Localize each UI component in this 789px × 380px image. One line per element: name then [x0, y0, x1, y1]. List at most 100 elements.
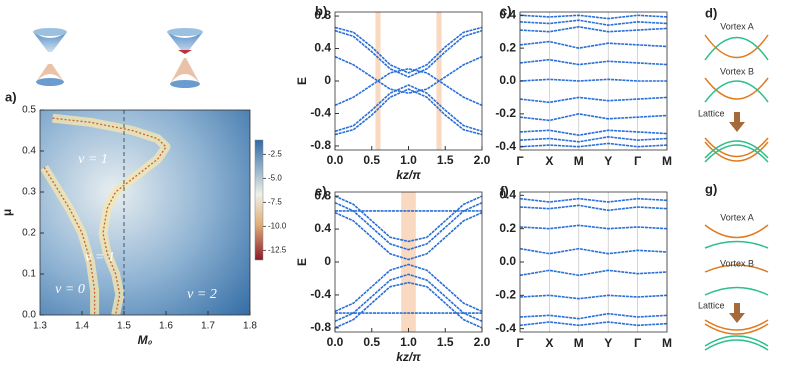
y-tick-label: 0.0	[499, 73, 516, 87]
panel-label: c)	[500, 3, 512, 18]
x-tick-label: 2.0	[474, 153, 491, 167]
y-tick-label: 0	[324, 254, 331, 268]
x-tick-label: X	[545, 154, 553, 168]
band	[334, 211, 483, 261]
y-axis-label: E	[295, 77, 309, 85]
x-tick-label: Y	[604, 154, 612, 168]
band	[519, 204, 668, 212]
x-tick-label: Y	[604, 336, 612, 350]
x-tick-label: Γ	[516, 154, 524, 168]
y-tick-label: -0.4	[495, 321, 516, 335]
band	[519, 247, 668, 255]
phase-label: ν = 2	[187, 287, 217, 302]
y-tick-label: 0.1	[22, 269, 36, 280]
x-tick-label: 1.0	[400, 335, 417, 349]
panel-label: e)	[315, 183, 327, 198]
y-tick-label: 0.0	[499, 254, 516, 268]
diagram-label: Vortex A	[720, 212, 754, 222]
panel-label: g)	[705, 181, 717, 196]
band	[519, 25, 668, 33]
x-axis-label: kz/π	[396, 168, 421, 182]
plot-frame	[519, 191, 668, 333]
diagram-label: Vortex A	[720, 21, 754, 31]
y-tick-label: 0	[324, 73, 331, 87]
x-tick-label: Γ	[634, 336, 642, 350]
band	[334, 55, 483, 94]
y-tick-label: -0.4	[495, 139, 516, 153]
colorbar	[254, 139, 264, 261]
y-tick-label: 0.4	[314, 41, 331, 55]
y-tick-label: 0.4	[499, 7, 516, 21]
y-tick-label: 0.8	[314, 8, 331, 22]
phase-label: ν = 0	[55, 282, 85, 297]
band	[519, 96, 668, 104]
y-tick-label: 0.2	[499, 221, 516, 235]
band	[519, 269, 668, 277]
band	[334, 201, 483, 251]
x-axis-label: kz/π	[396, 350, 421, 364]
band	[334, 84, 483, 133]
x-tick-label: 1.5	[437, 153, 454, 167]
x-tick-label: 0.0	[327, 335, 344, 349]
x-tick-label: 0.0	[327, 153, 344, 167]
panel-label: d)	[705, 5, 717, 20]
phase-boundary	[52, 117, 167, 316]
y-tick-label: 0.5	[22, 105, 36, 116]
phase-label: ν = 1	[78, 152, 108, 167]
x-tick-label: 1.8	[243, 321, 257, 332]
y-tick-label: 0.8	[314, 188, 331, 202]
y-axis-label: μ	[0, 209, 14, 216]
band	[519, 321, 668, 327]
band	[519, 78, 667, 82]
band	[334, 273, 483, 323]
plot-frame	[39, 109, 251, 316]
y-tick-label: 0.3	[22, 187, 36, 198]
y-tick-label: 0.4	[499, 188, 516, 202]
band	[519, 58, 668, 66]
x-tick-label: 2.0	[474, 335, 491, 349]
x-tick-label: 1.6	[159, 321, 173, 332]
panel-label: b)	[315, 3, 327, 18]
y-tick-label: 0.2	[22, 228, 36, 239]
band	[334, 195, 483, 243]
y-tick-label: 0.2	[499, 40, 516, 54]
plot-frame	[519, 11, 668, 151]
phase-label: ν = 1	[85, 250, 115, 265]
x-tick-label: 0.5	[363, 153, 380, 167]
cone-icons	[33, 28, 203, 88]
y-tick-label: -0.8	[310, 320, 331, 334]
band	[519, 129, 668, 137]
band	[519, 40, 668, 49]
diagram-label: Lattice	[698, 300, 725, 310]
diagram-d-curves	[704, 34, 769, 163]
y-tick-label: -0.2	[495, 106, 516, 120]
band	[519, 312, 668, 320]
band	[519, 113, 668, 122]
x-tick-label: Γ	[516, 336, 524, 350]
band	[519, 294, 668, 300]
x-tick-label: 0.5	[363, 335, 380, 349]
y-tick-label: -0.4	[310, 287, 331, 301]
x-tick-label: M	[574, 336, 584, 350]
band	[519, 136, 668, 143]
band	[334, 68, 483, 107]
diagram-g-curves	[704, 224, 769, 351]
x-tick-label: M	[574, 154, 584, 168]
x-tick-label: 1.0	[400, 153, 417, 167]
y-tick-label: 0.4	[314, 221, 331, 235]
x-tick-label: 1.7	[201, 321, 215, 332]
y-tick-label: 0.4	[22, 146, 36, 157]
band	[334, 26, 483, 74]
colorbar-label: -2.5	[268, 150, 282, 159]
plot-frame	[334, 11, 483, 151]
band	[334, 263, 483, 313]
colorbar-label: -5.0	[268, 174, 282, 183]
colorbar-label: -12.5	[268, 246, 287, 255]
diagram-label: Vortex B	[720, 258, 754, 268]
band	[519, 14, 668, 20]
x-tick-label: 1.3	[33, 321, 47, 332]
y-axis-label: E	[295, 258, 309, 266]
band	[519, 197, 668, 203]
band	[334, 88, 483, 136]
y-tick-label: -0.8	[310, 138, 331, 152]
